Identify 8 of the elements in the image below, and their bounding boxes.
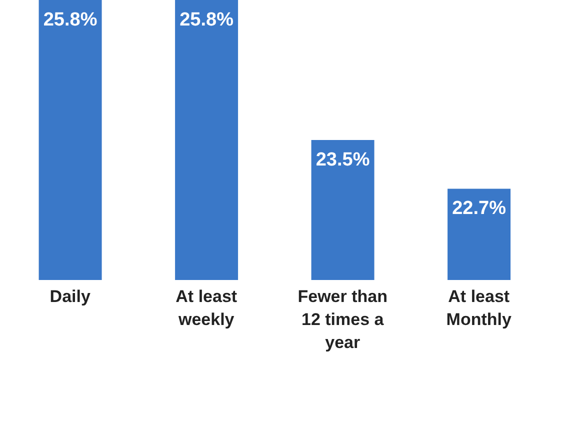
x-tick-label: Daily bbox=[50, 287, 91, 306]
data-label: 22.7% bbox=[452, 198, 506, 220]
data-label: 25.8% bbox=[180, 9, 234, 30]
x-tick-label: At least Monthly bbox=[446, 287, 512, 329]
data-label: 25.8% bbox=[43, 9, 98, 30]
data-label: 23.5% bbox=[316, 149, 370, 170]
x-tick-label: Fewer than 12 times a year bbox=[298, 287, 388, 352]
x-tick-label: At least weekly bbox=[176, 287, 238, 329]
